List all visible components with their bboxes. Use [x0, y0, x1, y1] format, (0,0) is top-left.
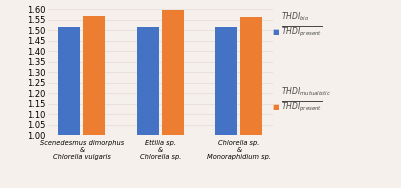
Text: ■: ■	[272, 104, 279, 110]
Bar	[58, 27, 80, 188]
Bar	[215, 27, 237, 188]
Text: ■: ■	[272, 29, 279, 35]
Bar	[83, 16, 105, 188]
Text: $\overline{\mathit{THDI}_{\mathit{present}}}$: $\overline{\mathit{THDI}_{\mathit{presen…	[281, 100, 322, 114]
Bar	[162, 11, 184, 188]
Text: $\mathit{THDI}_{\mathit{mutualistic}}$: $\mathit{THDI}_{\mathit{mutualistic}}$	[281, 86, 331, 98]
Bar	[137, 27, 159, 188]
Text: $\mathit{THDI}_{\mathit{bio}}$: $\mathit{THDI}_{\mathit{bio}}$	[281, 11, 309, 23]
Bar	[241, 17, 263, 188]
Text: $\overline{\mathit{THDI}_{\mathit{present}}}$: $\overline{\mathit{THDI}_{\mathit{presen…	[281, 25, 322, 39]
